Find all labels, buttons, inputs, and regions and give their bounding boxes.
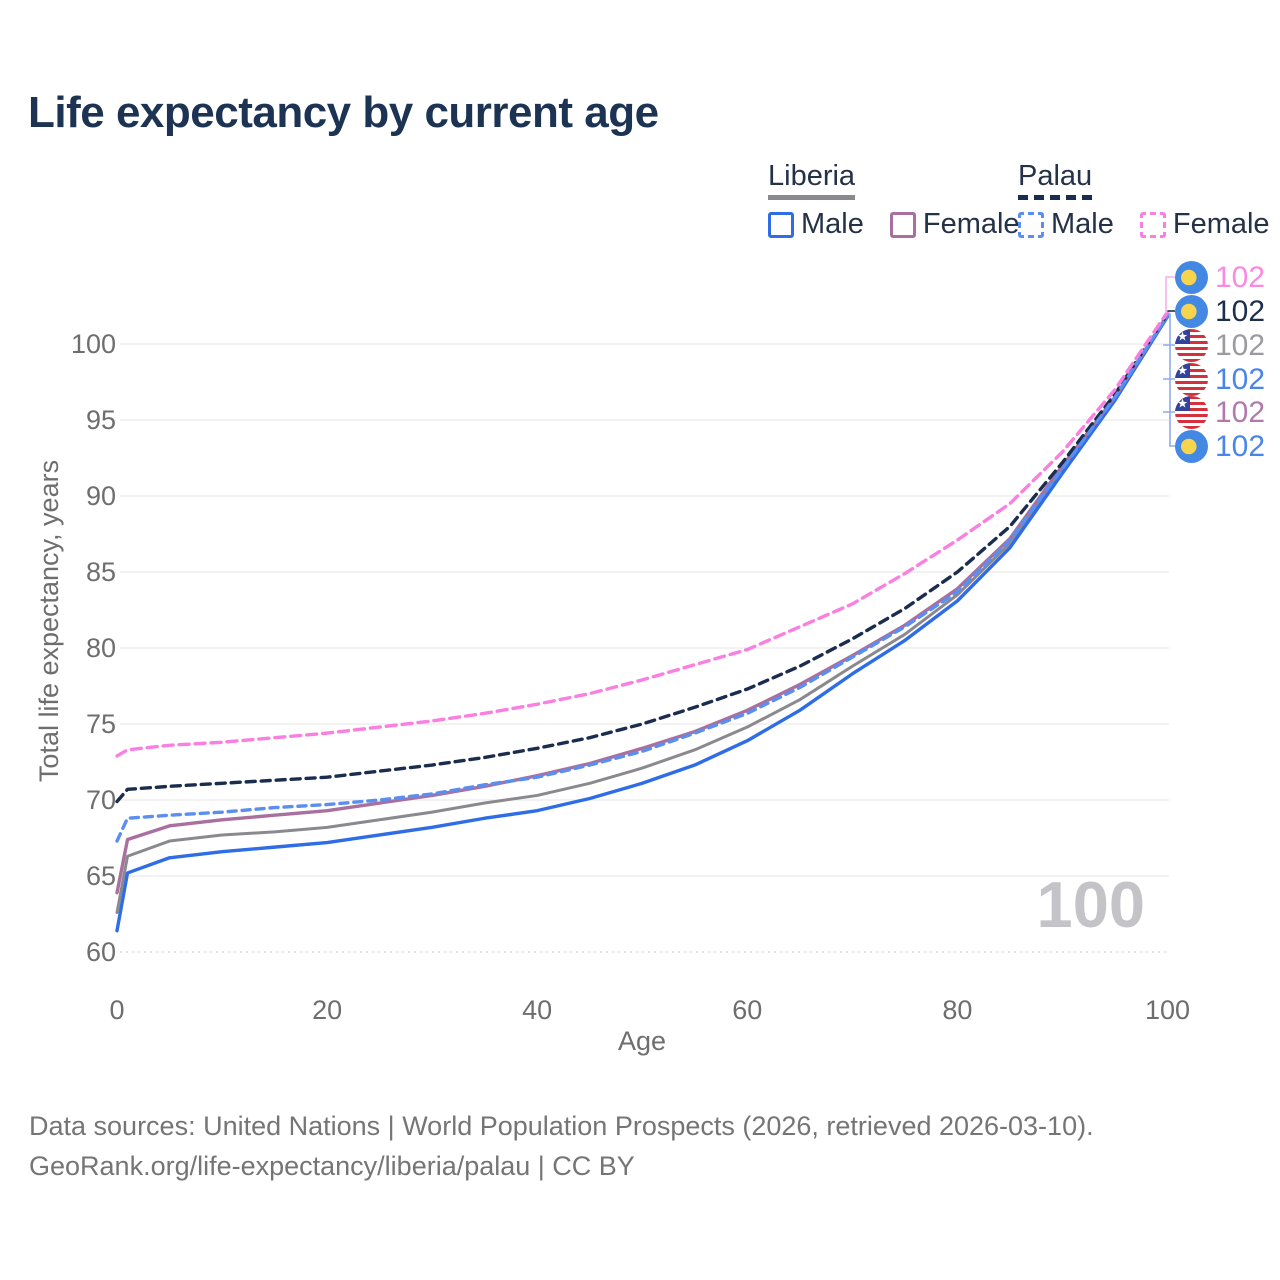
legend-label: Female [922, 208, 1020, 240]
end-value-palau-female: 102 [1215, 260, 1266, 294]
liberia-male-swatch-icon [768, 211, 794, 238]
y-tick-label-95: 95 [85, 405, 116, 435]
liberia-flag-icon [1175, 363, 1208, 396]
series-line-palau-male [115, 313, 1170, 843]
end-label-palau-both: 102 [1175, 294, 1265, 328]
x-tick-label-60: 60 [732, 995, 763, 1025]
palau-male-swatch-icon [1018, 211, 1044, 238]
series-line-liberia-male [115, 314, 1170, 933]
end-label-liberia-male: 102 [1175, 362, 1265, 396]
x-tick-label-20: 20 [312, 995, 343, 1025]
y-tick-label-70: 70 [85, 785, 116, 815]
y-tick-label-60: 60 [85, 937, 116, 967]
end-label-liberia-female: 102 [1175, 395, 1265, 429]
y-tick-label-65: 65 [85, 861, 116, 891]
palau-flag-icon [1175, 260, 1208, 294]
legend-group-liberia: Liberia Male Female [768, 160, 1020, 241]
series-line-palau-both [115, 311, 1170, 804]
liberia-flag-icon [1175, 329, 1208, 362]
legend-entries-palau: Male Female [1018, 208, 1270, 241]
series-line-palau-female [115, 310, 1170, 758]
series-line-liberia-both [115, 313, 1169, 914]
y-tick-label-100: 100 [70, 329, 116, 359]
legend-entry-liberia-female[interactable]: Female [889, 208, 1020, 241]
current-age-watermark: 100 [1036, 868, 1145, 941]
x-tick-label-0: 0 [109, 995, 125, 1025]
liberia-female-swatch-icon [889, 211, 916, 238]
legend-entry-palau-male[interactable]: Male [1018, 208, 1114, 241]
y-tick-label-90: 90 [85, 481, 116, 511]
palau-flag-icon [1175, 429, 1208, 463]
legend-country-liberia: Liberia [768, 160, 856, 200]
x-tick-label-40: 40 [522, 995, 553, 1025]
end-value-palau-male: 102 [1215, 429, 1266, 463]
end-value-liberia-female: 102 [1215, 395, 1266, 429]
x-tick-label-80: 80 [942, 995, 973, 1025]
y-tick-label-75: 75 [85, 709, 116, 739]
liberia-flag-icon [1175, 396, 1208, 429]
end-label-palau-male: 102 [1175, 429, 1265, 463]
legend-entry-palau-female[interactable]: Female [1139, 208, 1270, 241]
legend-country-palau: Palau [1018, 160, 1093, 200]
end-value-liberia-both: 102 [1215, 328, 1266, 362]
legend-entry-liberia-male[interactable]: Male [768, 208, 864, 241]
footer-line-1: Data sources: United Nations | World Pop… [29, 1111, 1094, 1141]
x-axis-title: Age [617, 1026, 667, 1056]
palau-female-swatch-icon [1139, 211, 1166, 238]
footer-line-2: GeoRank.org/life-expectancy/liberia/pala… [29, 1151, 635, 1181]
y-tick-label-85: 85 [85, 557, 116, 587]
end-value-liberia-male: 102 [1215, 362, 1266, 396]
legend-label: Male [801, 208, 864, 240]
legend-label: Female [1172, 208, 1270, 240]
page-title: Life expectancy by current age [28, 88, 659, 137]
x-tick-label-100: 100 [1144, 995, 1191, 1025]
end-label-palau-female: 102 [1175, 260, 1265, 294]
legend-label: Male [1051, 208, 1114, 240]
legend-entries-liberia: Male Female [768, 208, 1020, 241]
legend-group-palau: Palau Male Female [1018, 160, 1270, 241]
end-value-palau-both: 102 [1215, 294, 1266, 328]
end-label-liberia-both: 102 [1175, 328, 1265, 362]
data-source-footer: Data sources: United Nations | World Pop… [29, 1106, 1094, 1186]
y-tick-label-80: 80 [85, 633, 116, 663]
palau-flag-icon [1175, 294, 1208, 328]
